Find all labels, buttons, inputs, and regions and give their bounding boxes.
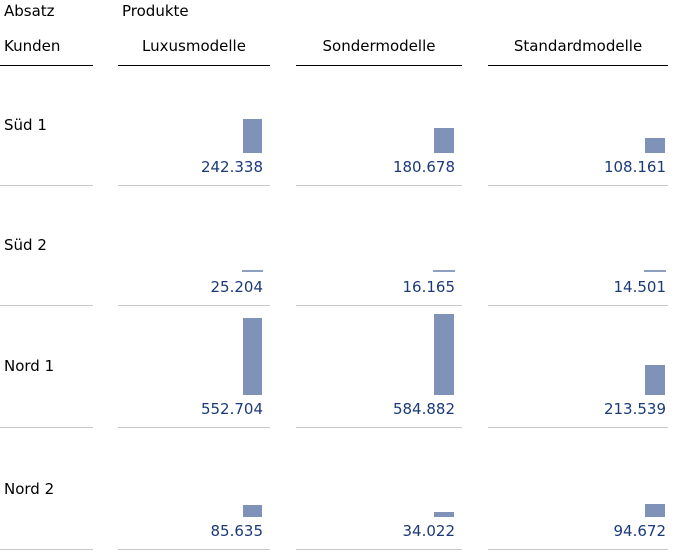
cell-separator <box>118 427 270 428</box>
cell-separator <box>118 185 270 186</box>
value-label: 108.161 <box>603 158 666 176</box>
row-separator <box>0 427 93 428</box>
value-bar <box>434 512 454 517</box>
value-marker <box>433 270 455 272</box>
column-header-sondermodelle: Sondermodelle <box>322 37 436 55</box>
cell-separator <box>488 305 668 306</box>
value-bar <box>243 318 262 395</box>
value-label: 180.678 <box>392 158 455 176</box>
row-separator <box>0 305 93 306</box>
cell-separator <box>118 305 270 306</box>
cell-separator <box>296 549 462 550</box>
cell-separator <box>296 305 462 306</box>
cell-separator <box>488 549 668 550</box>
column-group-label: Produkte <box>122 2 189 20</box>
measure-label: Absatz <box>4 2 55 20</box>
column-header-luxusmodelle: Luxusmodelle <box>142 37 246 55</box>
value-marker <box>242 270 263 272</box>
column-header-rule <box>296 65 462 66</box>
value-label: 85.635 <box>210 522 264 540</box>
column-header-rule <box>118 65 270 66</box>
cell-separator <box>118 549 270 550</box>
row-label: Nord 2 <box>4 480 55 498</box>
row-group-label: Kunden <box>4 37 61 55</box>
value-label: 16.165 <box>402 278 456 296</box>
value-label: 14.501 <box>613 278 667 296</box>
cell-separator <box>296 427 462 428</box>
value-label: 242.338 <box>200 158 263 176</box>
value-label: 552.704 <box>200 400 263 418</box>
cell-separator <box>296 185 462 186</box>
cell-separator <box>488 185 668 186</box>
value-label: 94.672 <box>613 522 667 540</box>
column-header-standardmodelle: Standardmodelle <box>513 37 643 55</box>
cell-separator <box>488 427 668 428</box>
value-label: 34.022 <box>402 522 456 540</box>
row-label: Süd 1 <box>4 116 47 134</box>
value-bar <box>434 128 454 153</box>
row-label: Süd 2 <box>4 236 47 254</box>
value-bar <box>434 314 454 395</box>
column-header-rule <box>488 65 668 66</box>
value-marker <box>644 270 666 272</box>
value-bar <box>645 504 665 517</box>
row-separator <box>0 549 93 550</box>
value-bar <box>243 119 262 153</box>
value-bar <box>645 365 665 395</box>
row-label: Nord 1 <box>4 357 55 375</box>
value-bar <box>645 138 665 153</box>
row-separator <box>0 185 93 186</box>
value-label: 584.882 <box>392 400 455 418</box>
value-label: 25.204 <box>210 278 264 296</box>
row-header-rule <box>0 65 93 66</box>
value-bar <box>243 505 262 517</box>
value-label: 213.539 <box>603 400 666 418</box>
